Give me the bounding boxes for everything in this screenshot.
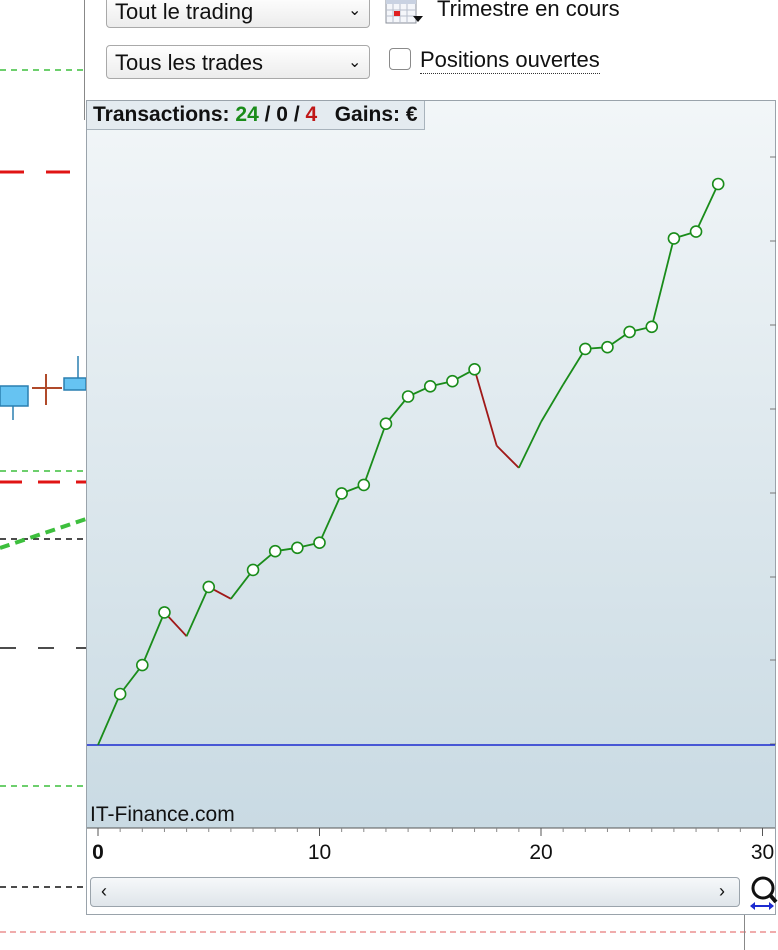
background-axis-line [84, 0, 85, 120]
trade-point [578, 342, 592, 356]
x-tick-label: 30 [751, 841, 774, 864]
trade-point [268, 544, 282, 558]
trade-point [158, 606, 171, 619]
scroll-right-button[interactable]: › [719, 881, 725, 901]
background-chart [0, 69, 86, 787]
trade-point [623, 325, 636, 339]
period-select[interactable]: Tout le trading [106, 0, 370, 28]
trade-point [246, 563, 260, 577]
separator: / [264, 103, 271, 126]
trade-point [136, 658, 149, 672]
trade-point [335, 487, 348, 500]
background-axis-line-right [744, 905, 745, 950]
equity-segment-loss [496, 445, 520, 469]
plot-area [87, 101, 775, 828]
horizontal-scrollbar[interactable] [90, 877, 740, 907]
trade-point [468, 362, 481, 376]
magnifier-zoom-icon[interactable] [747, 873, 778, 913]
separator: / [293, 103, 300, 126]
equity-segment-gain [362, 423, 387, 486]
trade-point [313, 536, 326, 550]
trade-point [601, 340, 614, 354]
x-tick-label: 0 [92, 841, 104, 864]
x-tick-label: 20 [529, 841, 552, 864]
equity-segment-gain [562, 348, 587, 386]
equity-segment-gain [141, 612, 166, 666]
x-tick-label: 10 [308, 841, 331, 864]
trade-point [291, 541, 304, 555]
trade-point [379, 417, 393, 431]
trade-point [667, 232, 681, 245]
equity-segment-gain [650, 238, 675, 328]
equity-segment-loss [473, 369, 498, 447]
calendar-icon[interactable] [385, 0, 425, 26]
period-label: Trimestre en cours [437, 0, 620, 21]
open-positions-checkbox[interactable] [389, 48, 411, 70]
equity-segment-gain [518, 421, 542, 469]
equity-segment-gain [695, 183, 720, 232]
trade-point [645, 320, 659, 334]
transactions-label: Transactions: [93, 103, 230, 126]
equity-segment-gain [97, 693, 121, 746]
trade-point [446, 374, 459, 388]
equity-segment-gain [540, 384, 564, 423]
gains-currency: € [405, 103, 418, 126]
equity-segment-gain [318, 493, 343, 544]
equity-segment-gain [185, 586, 210, 637]
open-positions-label[interactable]: Positions ouvertes [420, 47, 600, 74]
trade-point [357, 478, 371, 492]
neutral-count: 0 [276, 103, 288, 126]
wins-count: 24 [235, 103, 259, 126]
trade-point [711, 177, 725, 191]
background-chart-bottom [0, 886, 778, 933]
trade-point [113, 687, 127, 701]
trade-point [423, 379, 437, 393]
trades-select[interactable]: Tous les trades [106, 45, 370, 79]
transactions-summary: Transactions: 24 / 0 / 4 Gains: € [87, 101, 425, 130]
watermark: IT-Finance.com [90, 803, 235, 826]
trade-point [401, 390, 415, 403]
gains-label: Gains: [334, 103, 401, 126]
scroll-left-button[interactable]: ‹ [101, 881, 107, 901]
trade-point [689, 225, 703, 238]
losses-count: 4 [305, 103, 318, 126]
trade-point [202, 580, 216, 594]
